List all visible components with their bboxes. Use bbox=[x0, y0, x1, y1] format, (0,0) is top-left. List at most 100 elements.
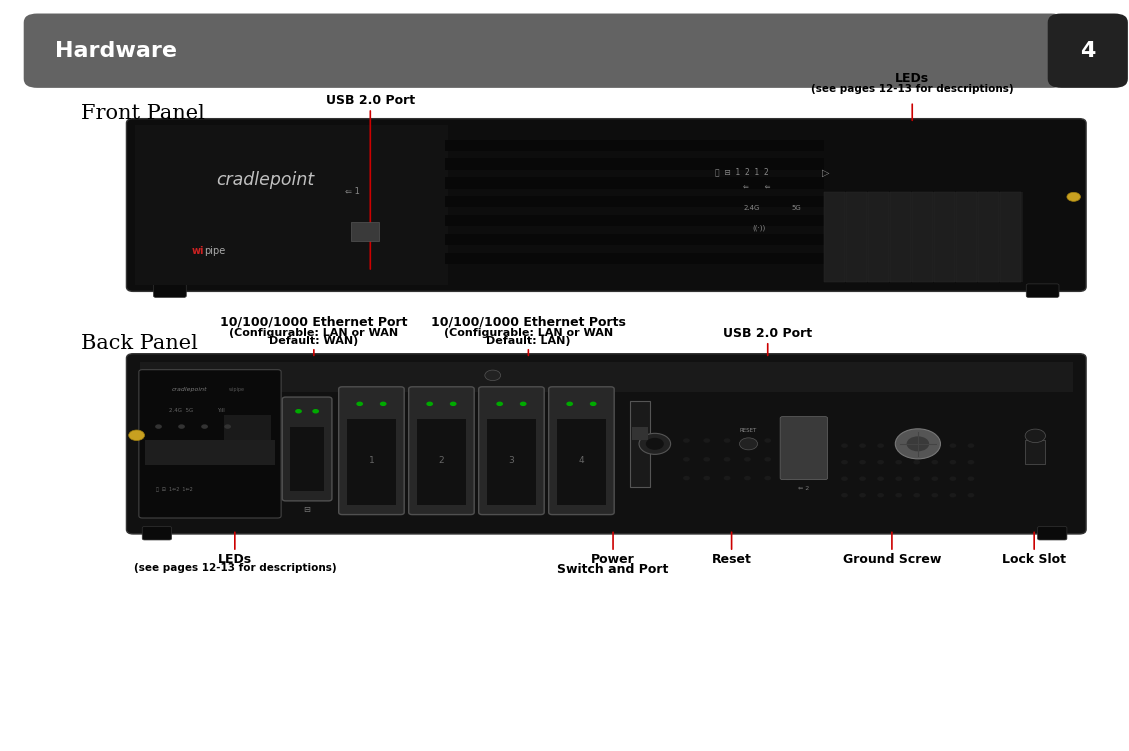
Text: (Configurable: LAN or WAN: (Configurable: LAN or WAN bbox=[444, 328, 613, 338]
Text: 2: 2 bbox=[439, 456, 444, 465]
Bar bbox=[446, 140, 824, 151]
Circle shape bbox=[949, 476, 956, 481]
Text: cradlepoint: cradlepoint bbox=[172, 387, 208, 392]
FancyBboxPatch shape bbox=[139, 369, 281, 518]
Circle shape bbox=[744, 439, 751, 443]
Bar bbox=[446, 252, 824, 264]
Bar bbox=[487, 418, 536, 505]
Text: ⇐       ⇐: ⇐ ⇐ bbox=[743, 184, 771, 190]
Circle shape bbox=[877, 493, 884, 497]
FancyBboxPatch shape bbox=[1048, 14, 1128, 88]
Circle shape bbox=[724, 439, 730, 443]
Circle shape bbox=[841, 493, 848, 497]
Text: 2.4G  5G: 2.4G 5G bbox=[169, 409, 193, 413]
Text: (Configurable: LAN or WAN: (Configurable: LAN or WAN bbox=[229, 328, 399, 338]
FancyBboxPatch shape bbox=[780, 417, 828, 480]
Circle shape bbox=[841, 460, 848, 464]
Circle shape bbox=[841, 443, 848, 448]
Circle shape bbox=[895, 429, 940, 459]
Circle shape bbox=[764, 457, 771, 462]
Circle shape bbox=[497, 402, 504, 406]
Text: Default: WAN): Default: WAN) bbox=[269, 336, 359, 346]
Circle shape bbox=[785, 457, 791, 462]
Circle shape bbox=[357, 402, 364, 406]
Circle shape bbox=[484, 370, 500, 381]
Bar bbox=[135, 125, 448, 285]
Circle shape bbox=[683, 476, 690, 481]
FancyBboxPatch shape bbox=[479, 387, 544, 514]
Circle shape bbox=[178, 424, 185, 429]
Circle shape bbox=[785, 439, 791, 443]
Circle shape bbox=[703, 439, 710, 443]
Circle shape bbox=[968, 443, 974, 448]
Circle shape bbox=[913, 443, 920, 448]
Text: (see pages 12-13 for descriptions): (see pages 12-13 for descriptions) bbox=[811, 84, 1014, 94]
Circle shape bbox=[859, 460, 866, 464]
Bar bbox=[140, 362, 1073, 393]
Bar bbox=[446, 196, 824, 207]
FancyBboxPatch shape bbox=[549, 387, 614, 514]
FancyBboxPatch shape bbox=[126, 354, 1086, 534]
Circle shape bbox=[877, 460, 884, 464]
Text: USB 2.0 Port: USB 2.0 Port bbox=[724, 327, 812, 340]
Text: ▷: ▷ bbox=[822, 167, 830, 177]
Text: Hardware: Hardware bbox=[55, 41, 177, 61]
FancyBboxPatch shape bbox=[339, 387, 404, 514]
Bar bbox=[290, 427, 324, 491]
FancyBboxPatch shape bbox=[409, 387, 474, 514]
Circle shape bbox=[859, 476, 866, 481]
Circle shape bbox=[877, 476, 884, 481]
Circle shape bbox=[913, 460, 920, 464]
Text: 1: 1 bbox=[368, 456, 375, 465]
Circle shape bbox=[859, 493, 866, 497]
Circle shape bbox=[931, 460, 938, 464]
Bar bbox=[351, 222, 378, 241]
Text: Default: LAN): Default: LAN) bbox=[487, 336, 570, 346]
Circle shape bbox=[683, 439, 690, 443]
Circle shape bbox=[703, 476, 710, 481]
Text: wipipe: wipipe bbox=[229, 387, 245, 392]
Bar bbox=[145, 439, 275, 466]
Bar bbox=[956, 192, 978, 282]
Circle shape bbox=[519, 402, 526, 406]
Text: RESET: RESET bbox=[739, 428, 758, 433]
Text: Reset: Reset bbox=[711, 553, 752, 566]
Text: 4: 4 bbox=[579, 456, 584, 465]
Circle shape bbox=[764, 439, 771, 443]
Text: 10/100/1000 Ethernet Port: 10/100/1000 Ethernet Port bbox=[220, 316, 408, 329]
Circle shape bbox=[877, 443, 884, 448]
FancyBboxPatch shape bbox=[282, 397, 332, 501]
Circle shape bbox=[1025, 429, 1045, 442]
Circle shape bbox=[724, 457, 730, 462]
Bar bbox=[824, 192, 1023, 282]
Text: 10/100/1000 Ethernet Ports: 10/100/1000 Ethernet Ports bbox=[431, 316, 625, 329]
Text: Lock Slot: Lock Slot bbox=[1003, 553, 1066, 566]
Circle shape bbox=[931, 493, 938, 497]
Text: Front Panel: Front Panel bbox=[81, 104, 205, 122]
Text: 4: 4 bbox=[1080, 41, 1095, 61]
Bar bbox=[1000, 192, 1022, 282]
Bar bbox=[630, 401, 650, 487]
Text: 3: 3 bbox=[508, 456, 515, 465]
Circle shape bbox=[739, 438, 758, 450]
Bar bbox=[446, 158, 824, 170]
Text: Switch and Port: Switch and Port bbox=[558, 563, 668, 576]
Circle shape bbox=[449, 402, 456, 406]
Circle shape bbox=[895, 493, 902, 497]
Bar bbox=[890, 192, 911, 282]
Circle shape bbox=[931, 476, 938, 481]
Circle shape bbox=[129, 430, 145, 441]
FancyBboxPatch shape bbox=[24, 14, 1065, 88]
Bar bbox=[446, 234, 824, 245]
Circle shape bbox=[764, 476, 771, 481]
Text: Back Panel: Back Panel bbox=[81, 334, 199, 353]
Bar bbox=[1025, 440, 1045, 464]
Text: cradlepoint: cradlepoint bbox=[217, 171, 315, 189]
Circle shape bbox=[949, 493, 956, 497]
Circle shape bbox=[427, 402, 434, 406]
FancyBboxPatch shape bbox=[1026, 284, 1059, 297]
Circle shape bbox=[949, 443, 956, 448]
Bar bbox=[347, 418, 396, 505]
Text: ⇐ 2: ⇐ 2 bbox=[798, 486, 809, 490]
Circle shape bbox=[859, 443, 866, 448]
